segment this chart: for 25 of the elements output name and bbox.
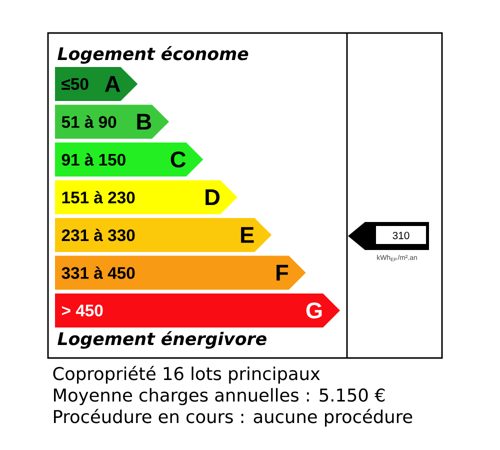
annotation: E (241, 227, 254, 243)
text: 310 (392, 232, 410, 240)
annotation: F (276, 264, 288, 281)
bar (55, 293, 340, 328)
y-tick-label: 331 à 450 (62, 266, 135, 279)
bar (55, 256, 306, 290)
y-tick-label: 91 à 150 (62, 153, 126, 166)
annotation: C (170, 151, 186, 168)
annotation: A (104, 76, 120, 92)
y-tick-label: 151 à 230 (62, 191, 135, 204)
y-tick-label: > 450 (62, 304, 103, 316)
annotation: B (137, 114, 152, 130)
y-tick-label: 231 à 330 (62, 228, 135, 242)
text: Copropriété 16 lots principaux (53, 366, 320, 384)
y-tick-label: 51 à 90 (62, 116, 116, 128)
bar (55, 142, 204, 176)
bar (55, 180, 238, 214)
text: Moyenne charges annuelles : 5.150 € (54, 388, 385, 406)
text: Procéudure en cours : aucune procédure (54, 408, 412, 427)
y-tick-label: ≤50 (62, 78, 88, 90)
annotation: D (206, 189, 220, 206)
annotation: G (306, 302, 322, 319)
chart-title: Logement économe (58, 46, 248, 64)
bar (55, 218, 272, 252)
text: Logement énergivore (58, 331, 266, 349)
